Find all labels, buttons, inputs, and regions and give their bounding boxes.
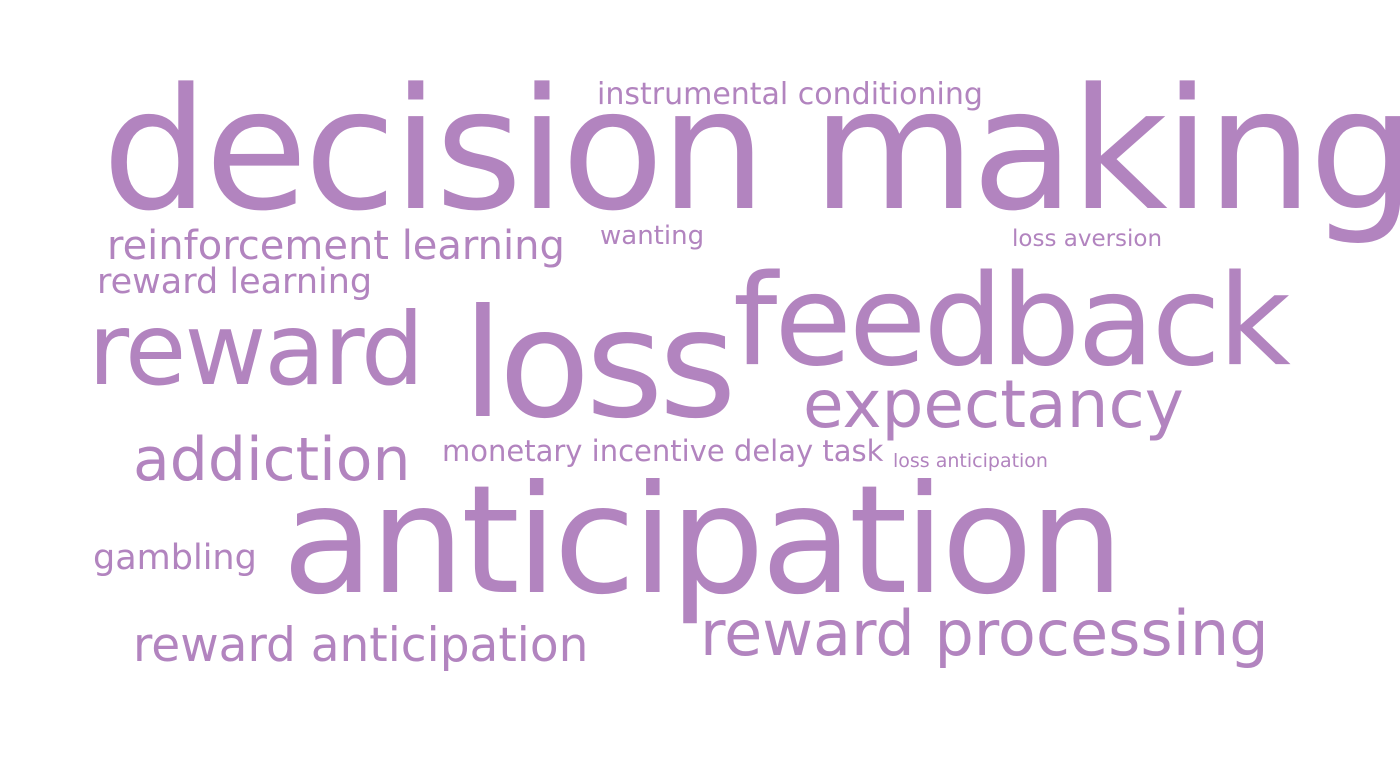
word-addiction: addiction [133, 425, 411, 495]
word-reward-learning: reward learning [97, 262, 373, 302]
word-loss: loss [462, 278, 737, 452]
word-loss-anticipation: loss anticipation [893, 450, 1048, 472]
word-decision-making: decision making [102, 52, 1400, 248]
word-reward-anticipation: reward anticipation [133, 618, 589, 673]
word-feedback: feedback [733, 247, 1291, 394]
word-reward: reward [88, 291, 424, 408]
word-monetary-incentive-delay-task: monetary incentive delay task [442, 434, 884, 468]
word-expectancy: expectancy [803, 366, 1184, 443]
word-anticipation: anticipation [282, 454, 1124, 628]
word-instrumental-conditioning: instrumental conditioning [597, 77, 983, 112]
word-reward-processing: reward processing [700, 597, 1269, 670]
word-loss-aversion: loss aversion [1012, 226, 1163, 252]
word-reinforcement-learning: reinforcement learning [107, 223, 565, 269]
word-wanting: wanting [600, 221, 705, 251]
word-gambling: gambling [93, 538, 257, 578]
